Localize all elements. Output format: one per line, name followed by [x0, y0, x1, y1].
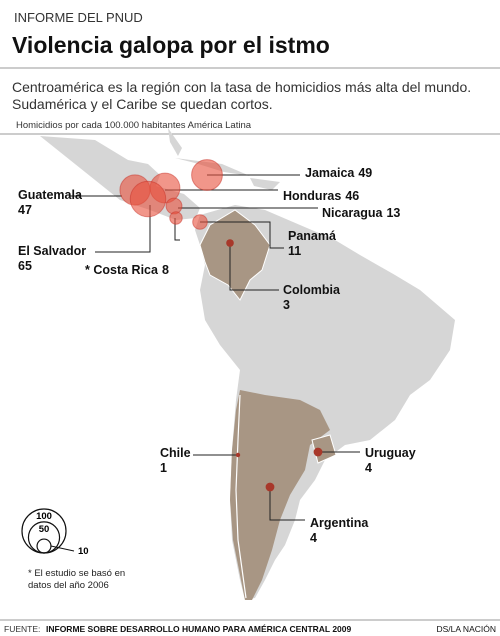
leader-lines	[70, 174, 360, 521]
border	[235, 394, 247, 599]
rate-bubble	[191, 159, 223, 191]
country-name: Chile	[160, 446, 191, 460]
country-label: Honduras 46	[283, 189, 359, 203]
country-name: El Salvador	[18, 244, 86, 258]
note: Homicidios por cada 100.000 habitantes A…	[16, 120, 252, 131]
rate-bubble	[226, 239, 234, 247]
country-value: 13	[386, 206, 400, 220]
legend-circle	[36, 538, 52, 554]
subtitle: Centroamérica es la región con la tasa d…	[12, 79, 471, 95]
country-name: Guatemala	[18, 188, 83, 202]
leader	[174, 218, 180, 241]
footnote: * El estudio se basó en	[28, 568, 125, 579]
rate-bubble	[169, 211, 183, 225]
country-label: Colombia 3	[283, 283, 341, 312]
land	[168, 128, 182, 156]
rate-bubble	[129, 180, 167, 218]
country-value: 1	[160, 461, 167, 475]
legend-leader	[50, 545, 75, 552]
country-value: 3	[283, 298, 290, 312]
country-value: 8	[162, 263, 169, 277]
leader	[95, 205, 151, 253]
colombia-shape	[199, 209, 271, 301]
rate-bubble	[313, 447, 323, 457]
country-label: * Costa Rica 8	[85, 263, 169, 277]
country-label: Panamá 11	[288, 229, 336, 258]
country-label: Jamaica 49	[305, 166, 372, 180]
leader	[229, 243, 279, 291]
country-name: Honduras	[283, 189, 341, 203]
country-name: Uruguay	[365, 446, 416, 460]
country-value: 11	[288, 244, 301, 258]
legend-label: 50	[39, 524, 50, 535]
legend-label: 100	[36, 511, 52, 522]
leader	[269, 487, 305, 521]
rate-bubble	[165, 197, 183, 215]
country-value: 65	[18, 259, 32, 273]
footer-label: FUENTE:	[4, 624, 40, 634]
footer-source: INFORME SOBRE DESARROLLO HUMANO PARA AMÉ…	[46, 624, 352, 634]
country-name: * Costa Rica	[85, 263, 159, 277]
map	[40, 128, 455, 600]
country-value: 46	[345, 189, 359, 203]
rate-bubble	[192, 214, 208, 230]
country-name: Jamaica	[305, 166, 355, 180]
country-label: Nicaragua 13	[322, 206, 400, 220]
country-name: Argentina	[310, 516, 369, 530]
country-label: Guatemala 47	[18, 188, 83, 217]
country-label: Uruguay 4	[365, 446, 416, 475]
country-name: Nicaragua	[322, 206, 383, 220]
country-name: Panamá	[288, 229, 336, 243]
land	[250, 178, 280, 190]
leader	[200, 221, 284, 249]
argentina-chile-shape	[230, 390, 330, 600]
country-label: Argentina 4	[310, 516, 369, 545]
country-label: Chile 1	[160, 446, 191, 475]
country-value: 49	[358, 166, 372, 180]
footer-credit: DS/LA NACIÓN	[436, 624, 496, 634]
rate-bubble	[265, 482, 275, 492]
subtitle: Sudamérica y el Caribe se quedan cortos.	[12, 96, 273, 112]
country-value: 4	[310, 531, 317, 545]
legend-label: 10	[78, 546, 89, 557]
country-value: 4	[365, 461, 372, 475]
kicker: INFORME DEL PNUD	[14, 10, 143, 25]
rate-bubble	[235, 452, 241, 458]
country-name: Colombia	[283, 283, 341, 297]
footnote: datos del año 2006	[28, 580, 109, 591]
country-label: El Salvador 65	[18, 244, 86, 273]
title: Violencia galopa por el istmo	[12, 32, 330, 58]
country-value: 47	[18, 203, 32, 217]
